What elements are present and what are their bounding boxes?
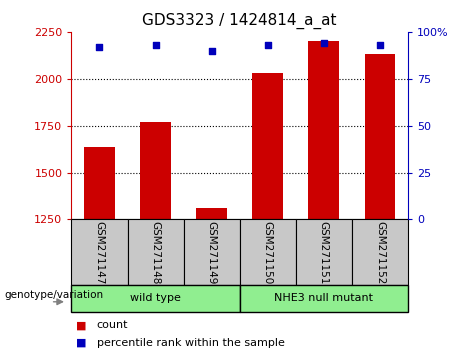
Text: GSM271152: GSM271152 [375, 221, 385, 284]
Bar [352, 219, 408, 285]
Point [376, 42, 384, 48]
Text: percentile rank within the sample: percentile rank within the sample [97, 338, 285, 348]
Text: GSM271149: GSM271149 [207, 221, 217, 284]
Text: GSM271148: GSM271148 [151, 221, 160, 284]
Text: ■: ■ [76, 338, 87, 348]
Bar [308, 41, 339, 219]
Text: ■: ■ [76, 320, 87, 330]
Bar [71, 219, 128, 285]
Text: GSM271151: GSM271151 [319, 221, 329, 284]
Point [152, 42, 160, 48]
Bar [240, 219, 296, 285]
Text: NHE3 null mutant: NHE3 null mutant [274, 293, 373, 303]
Point [96, 44, 103, 50]
Point [208, 48, 215, 53]
Bar [71, 285, 240, 312]
Bar [183, 219, 240, 285]
Point [264, 42, 272, 48]
Bar [252, 73, 283, 219]
Bar [140, 122, 171, 219]
Bar [84, 147, 115, 219]
Text: count: count [97, 320, 128, 330]
Text: wild type: wild type [130, 293, 181, 303]
Bar [296, 219, 352, 285]
Text: genotype/variation: genotype/variation [5, 290, 104, 300]
Point [320, 40, 327, 46]
Title: GDS3323 / 1424814_a_at: GDS3323 / 1424814_a_at [142, 13, 337, 29]
Bar [128, 219, 183, 285]
Bar [240, 285, 408, 312]
Bar [196, 208, 227, 219]
Bar [365, 55, 396, 219]
Text: GSM271150: GSM271150 [263, 221, 273, 284]
Text: GSM271147: GSM271147 [95, 221, 105, 284]
